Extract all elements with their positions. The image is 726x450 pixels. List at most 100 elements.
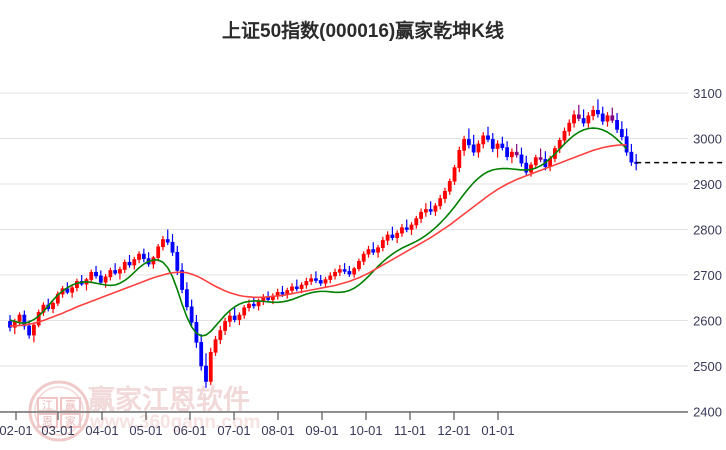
ma-line xyxy=(10,144,627,327)
x-axis-tick-label: 08-01 xyxy=(261,423,294,438)
x-axis-tick-label: 05-01 xyxy=(129,423,162,438)
candle-body xyxy=(380,240,385,248)
candle-body xyxy=(218,330,223,340)
candle-body xyxy=(199,342,204,367)
candle-body xyxy=(213,339,218,353)
candle-body xyxy=(438,198,443,207)
candle-body xyxy=(605,115,610,122)
candle-body xyxy=(357,261,361,269)
candle-body xyxy=(490,139,495,149)
candle-body xyxy=(471,144,476,153)
x-axis-tick-label: 03-01 xyxy=(41,423,74,438)
candle-body xyxy=(409,224,414,230)
candle-body xyxy=(180,270,184,290)
candle-body xyxy=(165,239,170,243)
candle-body xyxy=(113,270,118,274)
y-axis-tick-label: 2800 xyxy=(693,223,722,238)
ma-line xyxy=(9,127,628,337)
candle-body xyxy=(36,312,41,326)
x-axis-tick-label: 04-01 xyxy=(85,423,118,438)
candle-body xyxy=(562,130,567,141)
candle-body xyxy=(576,114,581,119)
x-axis-tick-label: 10-01 xyxy=(349,423,382,438)
moving-average-group xyxy=(9,127,628,337)
candle-body xyxy=(610,115,615,121)
candle-body xyxy=(366,249,371,255)
axis-group xyxy=(0,411,688,420)
candle-body xyxy=(22,314,27,327)
candle-body xyxy=(299,284,304,289)
candle-body xyxy=(586,115,591,124)
candle-body xyxy=(98,275,103,283)
candle-body xyxy=(227,315,232,322)
candle-body xyxy=(333,271,337,277)
candle-body xyxy=(619,129,624,137)
svg-text:家: 家 xyxy=(65,414,76,428)
candle-body xyxy=(247,303,251,309)
gridlines-group xyxy=(0,92,688,412)
candle-body xyxy=(161,239,165,248)
candle-body xyxy=(280,291,285,295)
candle-body xyxy=(524,162,529,173)
candle-body xyxy=(404,227,409,230)
candle-body xyxy=(395,232,400,238)
candle-body xyxy=(132,259,137,266)
x-axis-tick-label: 12-01 xyxy=(437,423,470,438)
candle-body xyxy=(615,120,619,130)
candle-body xyxy=(309,278,314,282)
candle-body xyxy=(122,261,127,270)
candle-body xyxy=(294,286,299,289)
candle-body xyxy=(443,190,447,199)
candle-body xyxy=(318,280,323,284)
candle-body xyxy=(94,271,98,277)
candle-body xyxy=(376,247,380,253)
candle-body xyxy=(251,303,256,307)
candle-body xyxy=(462,139,467,151)
x-axis-tick-label: 02-01 xyxy=(0,423,33,438)
candle-body xyxy=(361,253,366,262)
candle-body xyxy=(314,278,318,281)
candle-body xyxy=(232,315,237,320)
candle-body xyxy=(600,113,605,122)
candle-body xyxy=(596,109,600,115)
y-axis-labels: 3100 3000 2900 2800 2700 2600 2500 2400 xyxy=(693,86,722,420)
candle-body xyxy=(500,143,505,148)
candle-body xyxy=(223,321,228,331)
svg-text:赢: 赢 xyxy=(65,398,76,412)
candle-body xyxy=(337,269,342,273)
candle-body xyxy=(208,352,213,382)
candle-body xyxy=(127,261,132,266)
candle-body xyxy=(141,253,146,259)
candle-body xyxy=(538,157,543,160)
x-axis-tick-label: 09-01 xyxy=(305,423,338,438)
candle-body xyxy=(89,271,94,280)
candle-body xyxy=(17,314,22,322)
candle-body xyxy=(466,139,471,146)
candle-body xyxy=(137,253,141,260)
candle-body xyxy=(290,286,294,291)
y-axis-tick-label: 2900 xyxy=(693,177,722,192)
candle-body xyxy=(486,135,490,140)
candle-body xyxy=(189,306,194,323)
candle-body xyxy=(204,365,208,382)
candle-body xyxy=(347,271,352,275)
candle-body xyxy=(352,268,357,275)
candle-body xyxy=(266,297,271,300)
candle-body xyxy=(304,281,309,286)
candle-body xyxy=(170,241,175,253)
page-title: 上证50指数(000016)赢家乾坤K线 xyxy=(222,21,504,42)
svg-text:恩: 恩 xyxy=(42,415,53,428)
x-axis-tick-label: 11-01 xyxy=(394,423,426,438)
candle-body xyxy=(533,157,538,166)
candle-body xyxy=(572,114,576,124)
candle-body xyxy=(419,211,423,219)
candle-body xyxy=(51,302,55,309)
candle-body xyxy=(256,301,261,307)
candle-body xyxy=(103,276,108,283)
candle-body xyxy=(629,151,634,163)
candle-body xyxy=(323,279,328,284)
x-axis-tick-label: 07-01 xyxy=(217,423,250,438)
candle-body xyxy=(414,218,419,226)
